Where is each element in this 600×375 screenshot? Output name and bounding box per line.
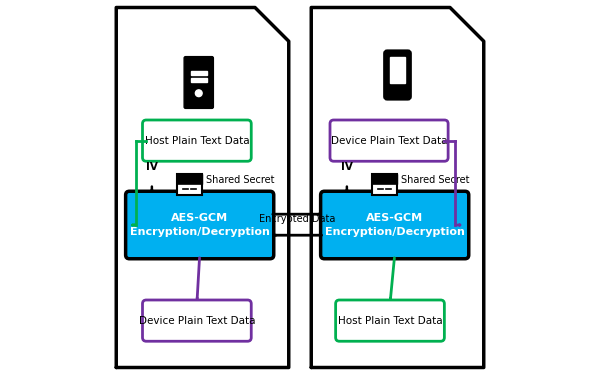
FancyBboxPatch shape xyxy=(394,59,401,61)
Text: IV: IV xyxy=(341,162,353,172)
Text: AES-GCM
Encryption/Decryption: AES-GCM Encryption/Decryption xyxy=(325,213,464,237)
Text: Encrypted Data: Encrypted Data xyxy=(259,214,335,225)
FancyBboxPatch shape xyxy=(372,184,397,195)
FancyBboxPatch shape xyxy=(372,174,397,184)
FancyBboxPatch shape xyxy=(125,191,274,259)
FancyBboxPatch shape xyxy=(191,71,206,75)
FancyBboxPatch shape xyxy=(320,191,469,259)
FancyBboxPatch shape xyxy=(177,184,202,195)
Text: Device Plain Text Data: Device Plain Text Data xyxy=(139,316,255,326)
Text: Shared Secret: Shared Secret xyxy=(401,175,470,185)
FancyBboxPatch shape xyxy=(335,300,445,341)
Circle shape xyxy=(196,90,202,97)
FancyBboxPatch shape xyxy=(191,78,206,81)
Text: Host Plain Text Data: Host Plain Text Data xyxy=(145,136,249,146)
FancyBboxPatch shape xyxy=(184,57,214,108)
FancyBboxPatch shape xyxy=(143,120,251,161)
Text: AES-GCM
Encryption/Decryption: AES-GCM Encryption/Decryption xyxy=(130,213,269,237)
FancyBboxPatch shape xyxy=(390,57,405,83)
Text: Device Plain Text Data: Device Plain Text Data xyxy=(331,136,448,146)
Text: IV: IV xyxy=(146,162,158,172)
FancyBboxPatch shape xyxy=(143,300,251,341)
FancyBboxPatch shape xyxy=(384,51,411,100)
FancyBboxPatch shape xyxy=(330,120,448,161)
FancyBboxPatch shape xyxy=(177,174,202,184)
Text: Host Plain Text Data: Host Plain Text Data xyxy=(338,316,442,326)
Text: Shared Secret: Shared Secret xyxy=(206,175,275,185)
